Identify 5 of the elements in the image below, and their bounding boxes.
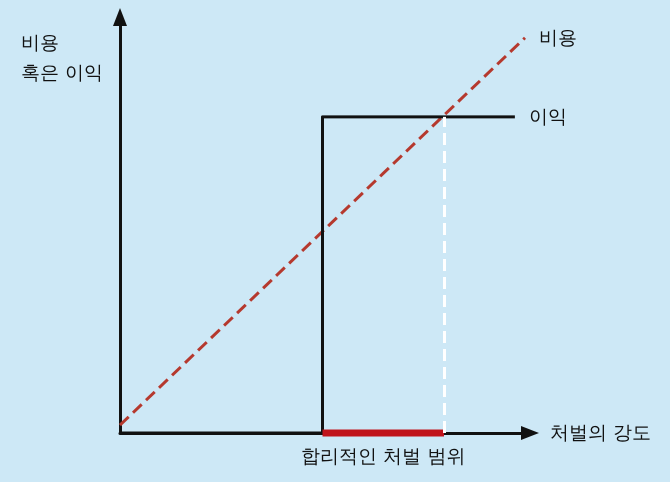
series-label: 이익 <box>528 106 567 128</box>
series-label: 비용 <box>539 26 577 49</box>
x-axis-title: 처벌의 강도 <box>550 422 652 444</box>
y-axis-title: 비용 혹은 이익 <box>20 32 104 84</box>
text: 합리적인 처벌 범위 <box>301 446 466 468</box>
